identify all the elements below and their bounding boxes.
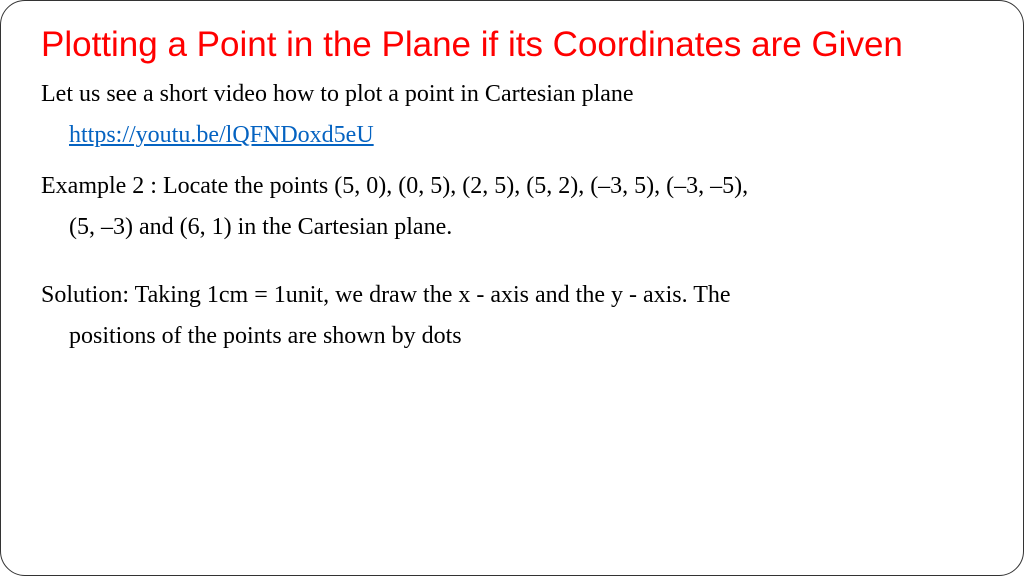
solution-text-line2: positions of the points are shown by dot… [41,316,983,357]
intro-text: Let us see a short video how to plot a p… [41,74,983,115]
example-block: Example 2 : Locate the points (5, 0), (0… [41,166,983,248]
solution-block: Solution: Taking 1cm = 1unit, we draw th… [41,275,983,357]
example-text-line1: Example 2 : Locate the points (5, 0), (0… [41,166,983,207]
example-text-line2: (5, –3) and (6, 1) in the Cartesian plan… [41,207,983,248]
slide-title: Plotting a Point in the Plane if its Coo… [41,21,983,68]
video-link[interactable]: https://youtu.be/lQFNDoxd5eU [69,122,374,148]
link-line: https://youtu.be/lQFNDoxd5eU [41,115,983,156]
solution-text-line1: Solution: Taking 1cm = 1unit, we draw th… [41,275,983,316]
slide-container: Plotting a Point in the Plane if its Coo… [0,0,1024,576]
